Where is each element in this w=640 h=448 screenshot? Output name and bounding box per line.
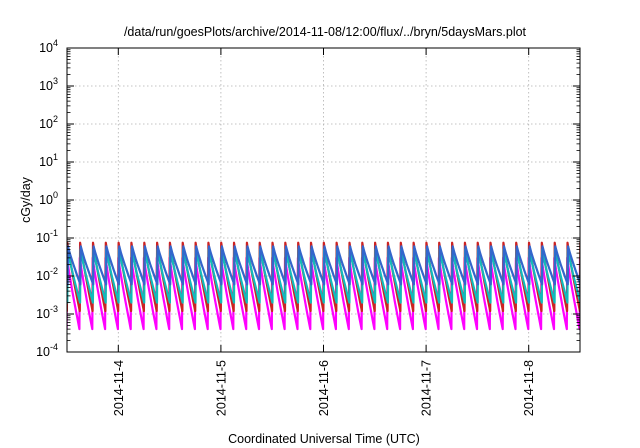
y-tick-label: 104 <box>39 38 58 55</box>
y-axis-label: cGy/day <box>19 176 33 223</box>
y-tick-labels: 10-4 10-3 10-2 10-1 100 101 102 103 104 <box>36 38 58 359</box>
y-tick-label: 10-4 <box>36 342 58 359</box>
x-tick-label: 2014-11-5 <box>214 360 228 416</box>
y-tick-label: 10-2 <box>36 266 58 283</box>
data-series <box>67 241 580 331</box>
x-tick-label: 2014-11-4 <box>112 360 126 416</box>
x-tick-labels: 2014-11-4 2014-11-5 2014-11-6 2014-11-7 2014… <box>112 360 536 416</box>
y-tick-label: 101 <box>39 152 58 169</box>
y-tick-label: 10-1 <box>36 228 58 245</box>
chart-title: /data/run/goesPlots/archive/2014-11-08/1… <box>124 25 527 39</box>
x-tick-label: 2014-11-8 <box>522 360 536 416</box>
x-tick-label: 2014-11-7 <box>420 360 434 416</box>
y-tick-label: 102 <box>39 114 58 131</box>
y-tick-label: 100 <box>39 190 58 207</box>
y-tick-label: 10-3 <box>36 304 58 321</box>
series-line <box>67 245 580 286</box>
y-tick-label: 103 <box>39 76 58 93</box>
x-axis-label: Coordinated Universal Time (UTC) <box>228 432 420 446</box>
x-tick-label: 2014-11-6 <box>317 360 331 416</box>
axis-ticks <box>67 47 580 353</box>
